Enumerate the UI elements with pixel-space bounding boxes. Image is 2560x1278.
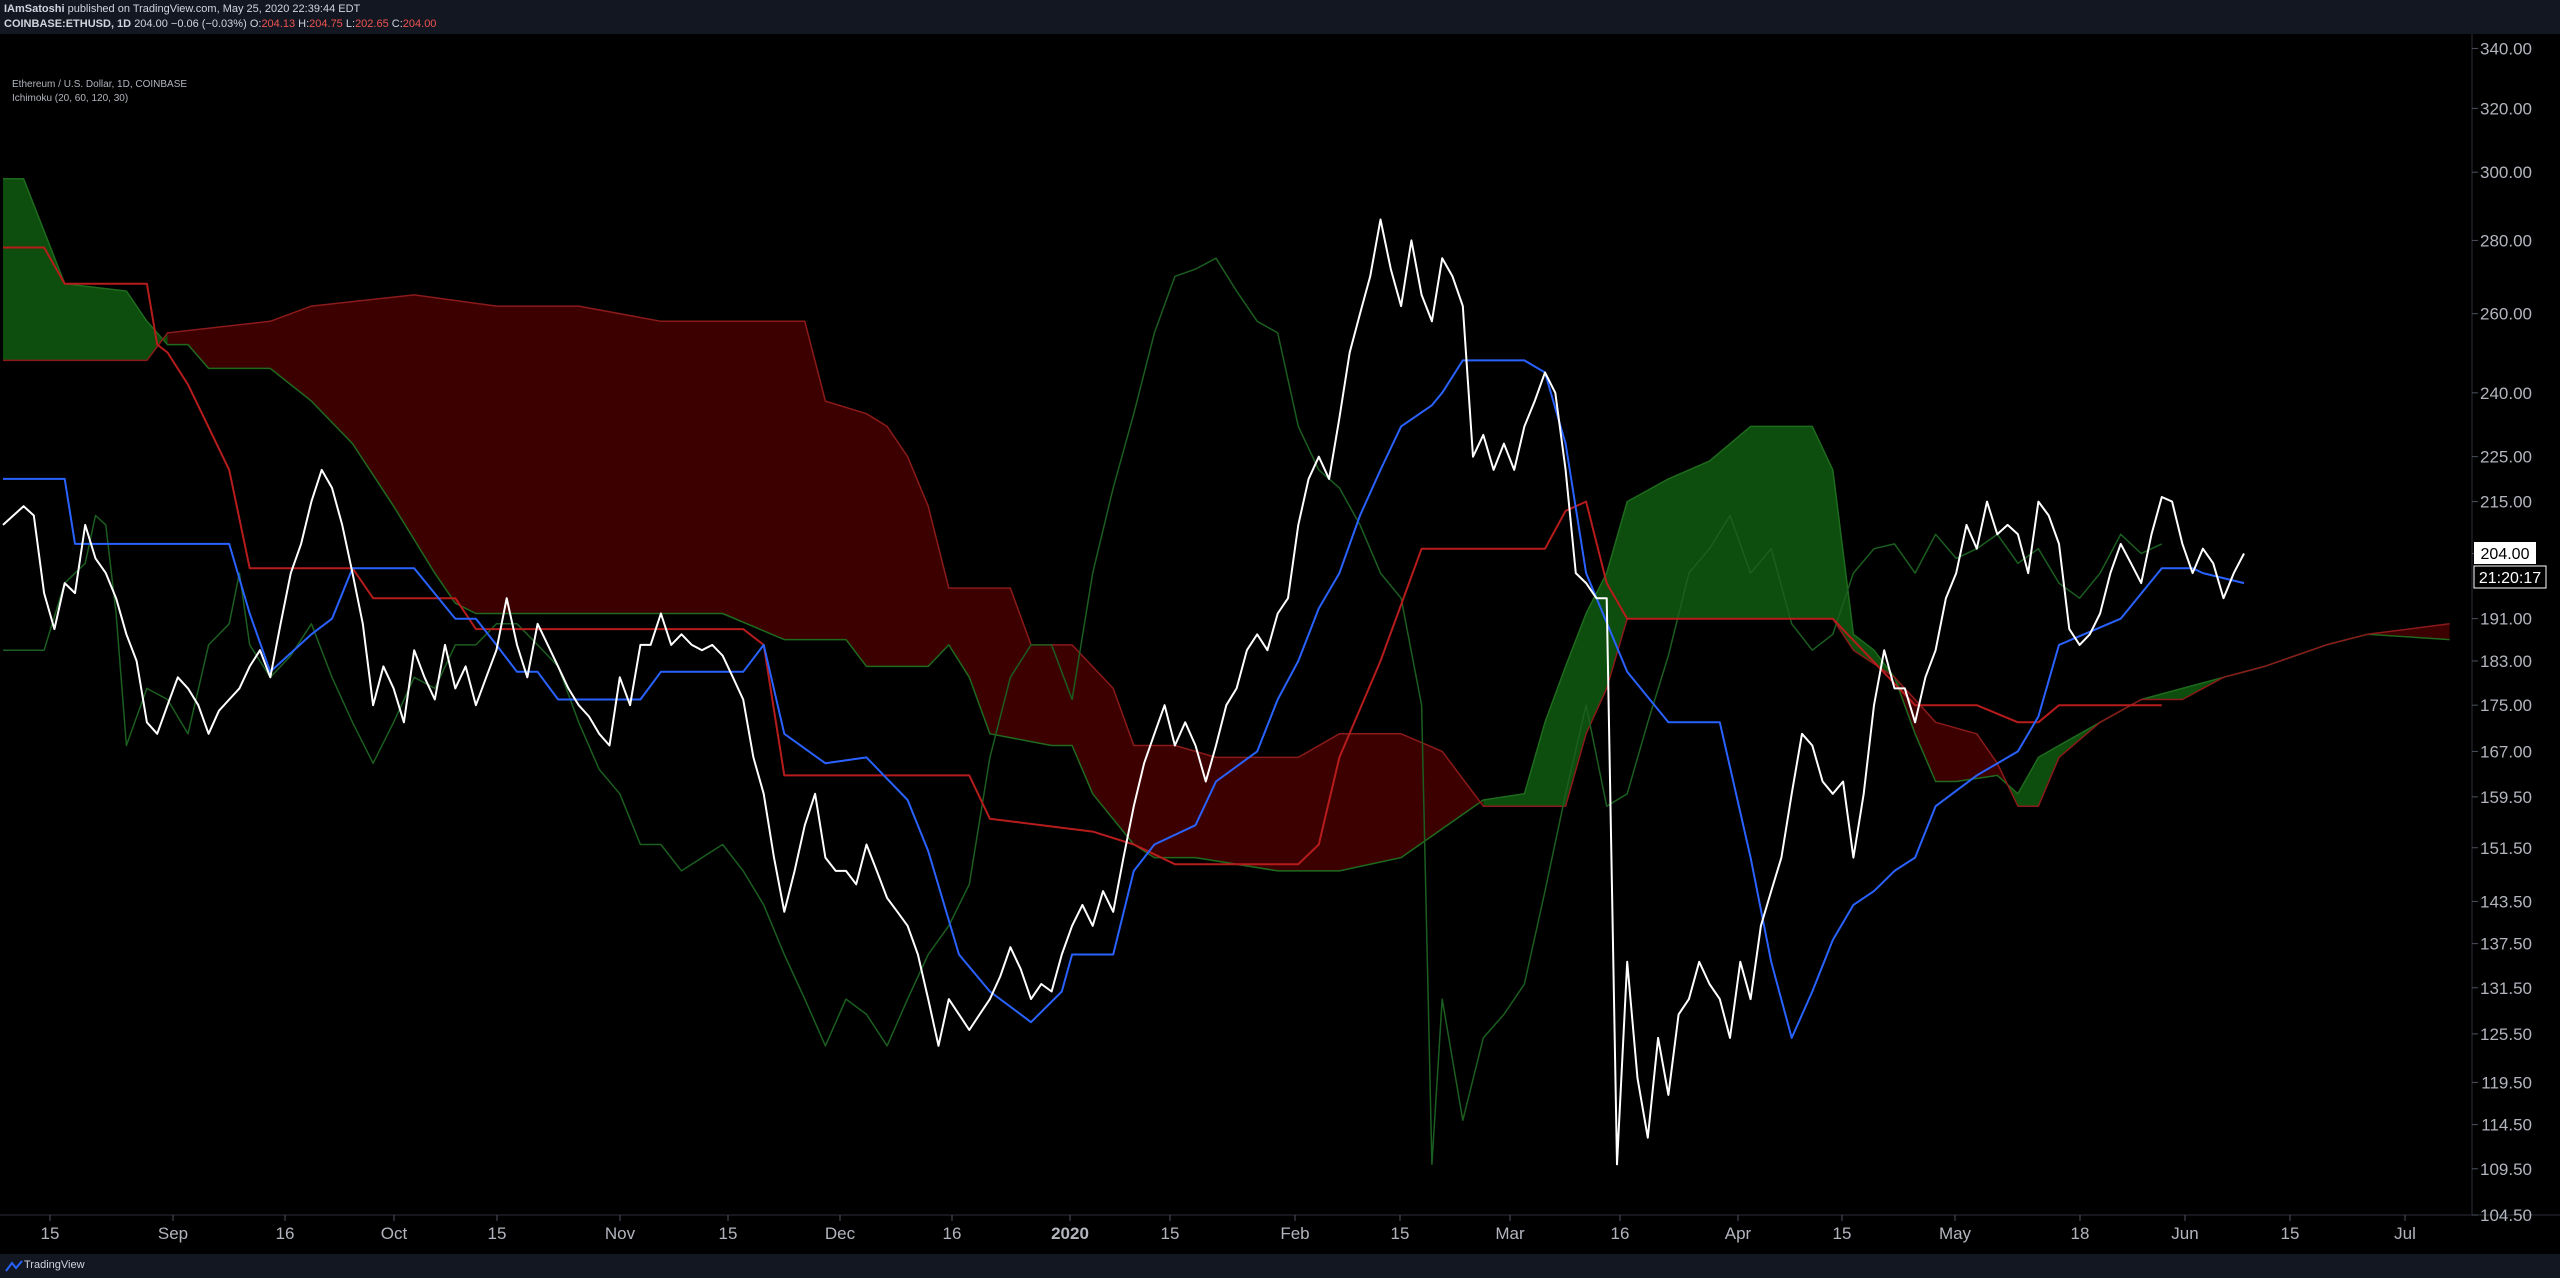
time-tick-label: 15 [1833,1224,1852,1243]
time-tick-label: 15 [488,1224,507,1243]
open-label: O: [249,18,262,30]
price-tick-label: 104.50 [2480,1206,2532,1225]
symbol-name: COINBASE:ETHUSD, 1D [4,18,132,30]
price-tick-label: 119.50 [2481,1073,2532,1092]
time-tick-label: Mar [1495,1224,1525,1243]
last-price: 204.00 [134,18,168,30]
price-tick-label: 183.00 [2480,652,2532,671]
bearish-cloud-segment [167,294,1484,871]
price-change: −0.06 (−0.03%) [170,18,247,30]
countdown-tag-bg [2473,565,2547,589]
time-tick-label: 15 [1161,1224,1180,1243]
price-tick-label: 225.00 [2480,448,2532,467]
last-price-tag: 204.00 [2481,546,2530,563]
price-tick-label: 175.00 [2480,696,2532,715]
symbol-quote-line: COINBASE:ETHUSD, 1D 204.00 −0.06 (−0.03%… [4,18,436,30]
leading-span-b-line [3,294,2450,807]
time-tick-label: 15 [2281,1224,2300,1243]
price-tick-label: 340.00 [2480,39,2532,58]
header-bar: IAmSatoshi published on TradingView.com,… [0,0,2560,34]
time-tick-label: Sep [158,1224,188,1243]
price-tick-label: 320.00 [2480,99,2532,118]
price-tick-label: 114.50 [2481,1116,2532,1135]
price-tick-label: 240.00 [2480,384,2532,403]
low-label: L: [345,18,356,30]
price-chart[interactable]: 340.00 320.00 300.00 280.00 260.00 240.00 225.… [0,34,2560,1254]
time-tick-label: 15 [41,1224,60,1243]
time-tick-label: Apr [1725,1224,1752,1243]
price-tick-label: 143.50 [2480,892,2532,911]
high-value: 204.75 [309,18,343,30]
price-axis[interactable]: 340.00 320.00 300.00 280.00 260.00 240.00 225.… [2472,39,2532,1225]
author-name[interactable]: IAmSatoshi [4,3,65,15]
price-tick-label: 125.50 [2480,1025,2532,1044]
price-tick-label: 300.00 [2480,163,2532,182]
price-tick-label: 260.00 [2480,305,2532,324]
time-tick-label: 15 [719,1224,738,1243]
legend-symbol-title[interactable]: Ethereum / U.S. Dollar, 1D, COINBASE [12,79,188,90]
published-text: published on TradingView.com, May 25, 20… [67,3,361,15]
price-tags: 204.00 21:20:17 [2473,542,2547,589]
price-tick-label: 280.00 [2480,231,2532,250]
price-tick-label: 159.50 [2480,788,2532,807]
legend-indicator[interactable]: Ichimoku (20, 60, 120, 30) [12,93,129,104]
bullish-cloud-segment [3,178,168,361]
chart-legend: Ethereum / U.S. Dollar, 1D, COINBASE Ich… [12,78,187,106]
time-tick-label: Oct [381,1224,408,1243]
chart-area[interactable]: 340.00 320.00 300.00 280.00 260.00 240.00 225.… [0,34,2560,1254]
footer-bar: TradingView [0,1254,2560,1278]
conversion-line [3,359,2245,1039]
price-tick-label: 131.50 [2480,979,2532,998]
last-price-tag-bg [2474,542,2536,564]
low-value: 202.65 [355,18,389,30]
time-axis[interactable]: 15 Sep 16 Oct 15 Nov 15 Dec 16 2020 15 Feb 15 Mar 16 Ap… [41,1215,2416,1243]
time-tick-label: 16 [943,1224,962,1243]
time-tick-label: 16 [276,1224,295,1243]
price-tick-label: 191.00 [2480,610,2532,629]
base-line [3,246,2162,866]
price-line [2,218,2245,1166]
countdown-tag: 21:20:17 [2479,570,2541,587]
close-value: 204.00 [402,18,437,30]
lagging-span-line [3,257,2163,1166]
publish-info: IAmSatoshi published on TradingView.com,… [4,3,360,15]
price-tick-label: 167.00 [2480,742,2532,761]
price-tick-label: 109.50 [2480,1160,2532,1179]
price-tick-label: 151.50 [2480,839,2532,858]
time-tick-label: Jul [2394,1224,2416,1243]
time-tick-label: Jun [2171,1224,2198,1243]
tradingview-brand[interactable]: TradingView [24,1259,85,1271]
time-tick-label: Feb [1280,1224,1309,1243]
leading-span-a-line [3,178,2450,872]
series-lines [2,178,2450,1166]
time-tick-label: 18 [2071,1224,2090,1243]
tradingview-logo-icon[interactable] [4,1259,24,1273]
price-tick-label: 137.50 [2480,935,2532,954]
time-tick-label: Nov [605,1224,636,1243]
bullish-cloud-segment [2007,633,2373,807]
high-label: H: [298,18,310,30]
time-tick-label: Dec [825,1224,856,1243]
close-label: C: [391,18,403,30]
price-tick-label: 215.00 [2480,493,2532,512]
time-tick-label: 15 [1391,1224,1410,1243]
time-tick-label: 2020 [1051,1224,1089,1243]
time-tick-label: May [1939,1224,1972,1243]
open-value: 204.13 [261,18,296,30]
time-tick-label: 16 [1611,1224,1630,1243]
